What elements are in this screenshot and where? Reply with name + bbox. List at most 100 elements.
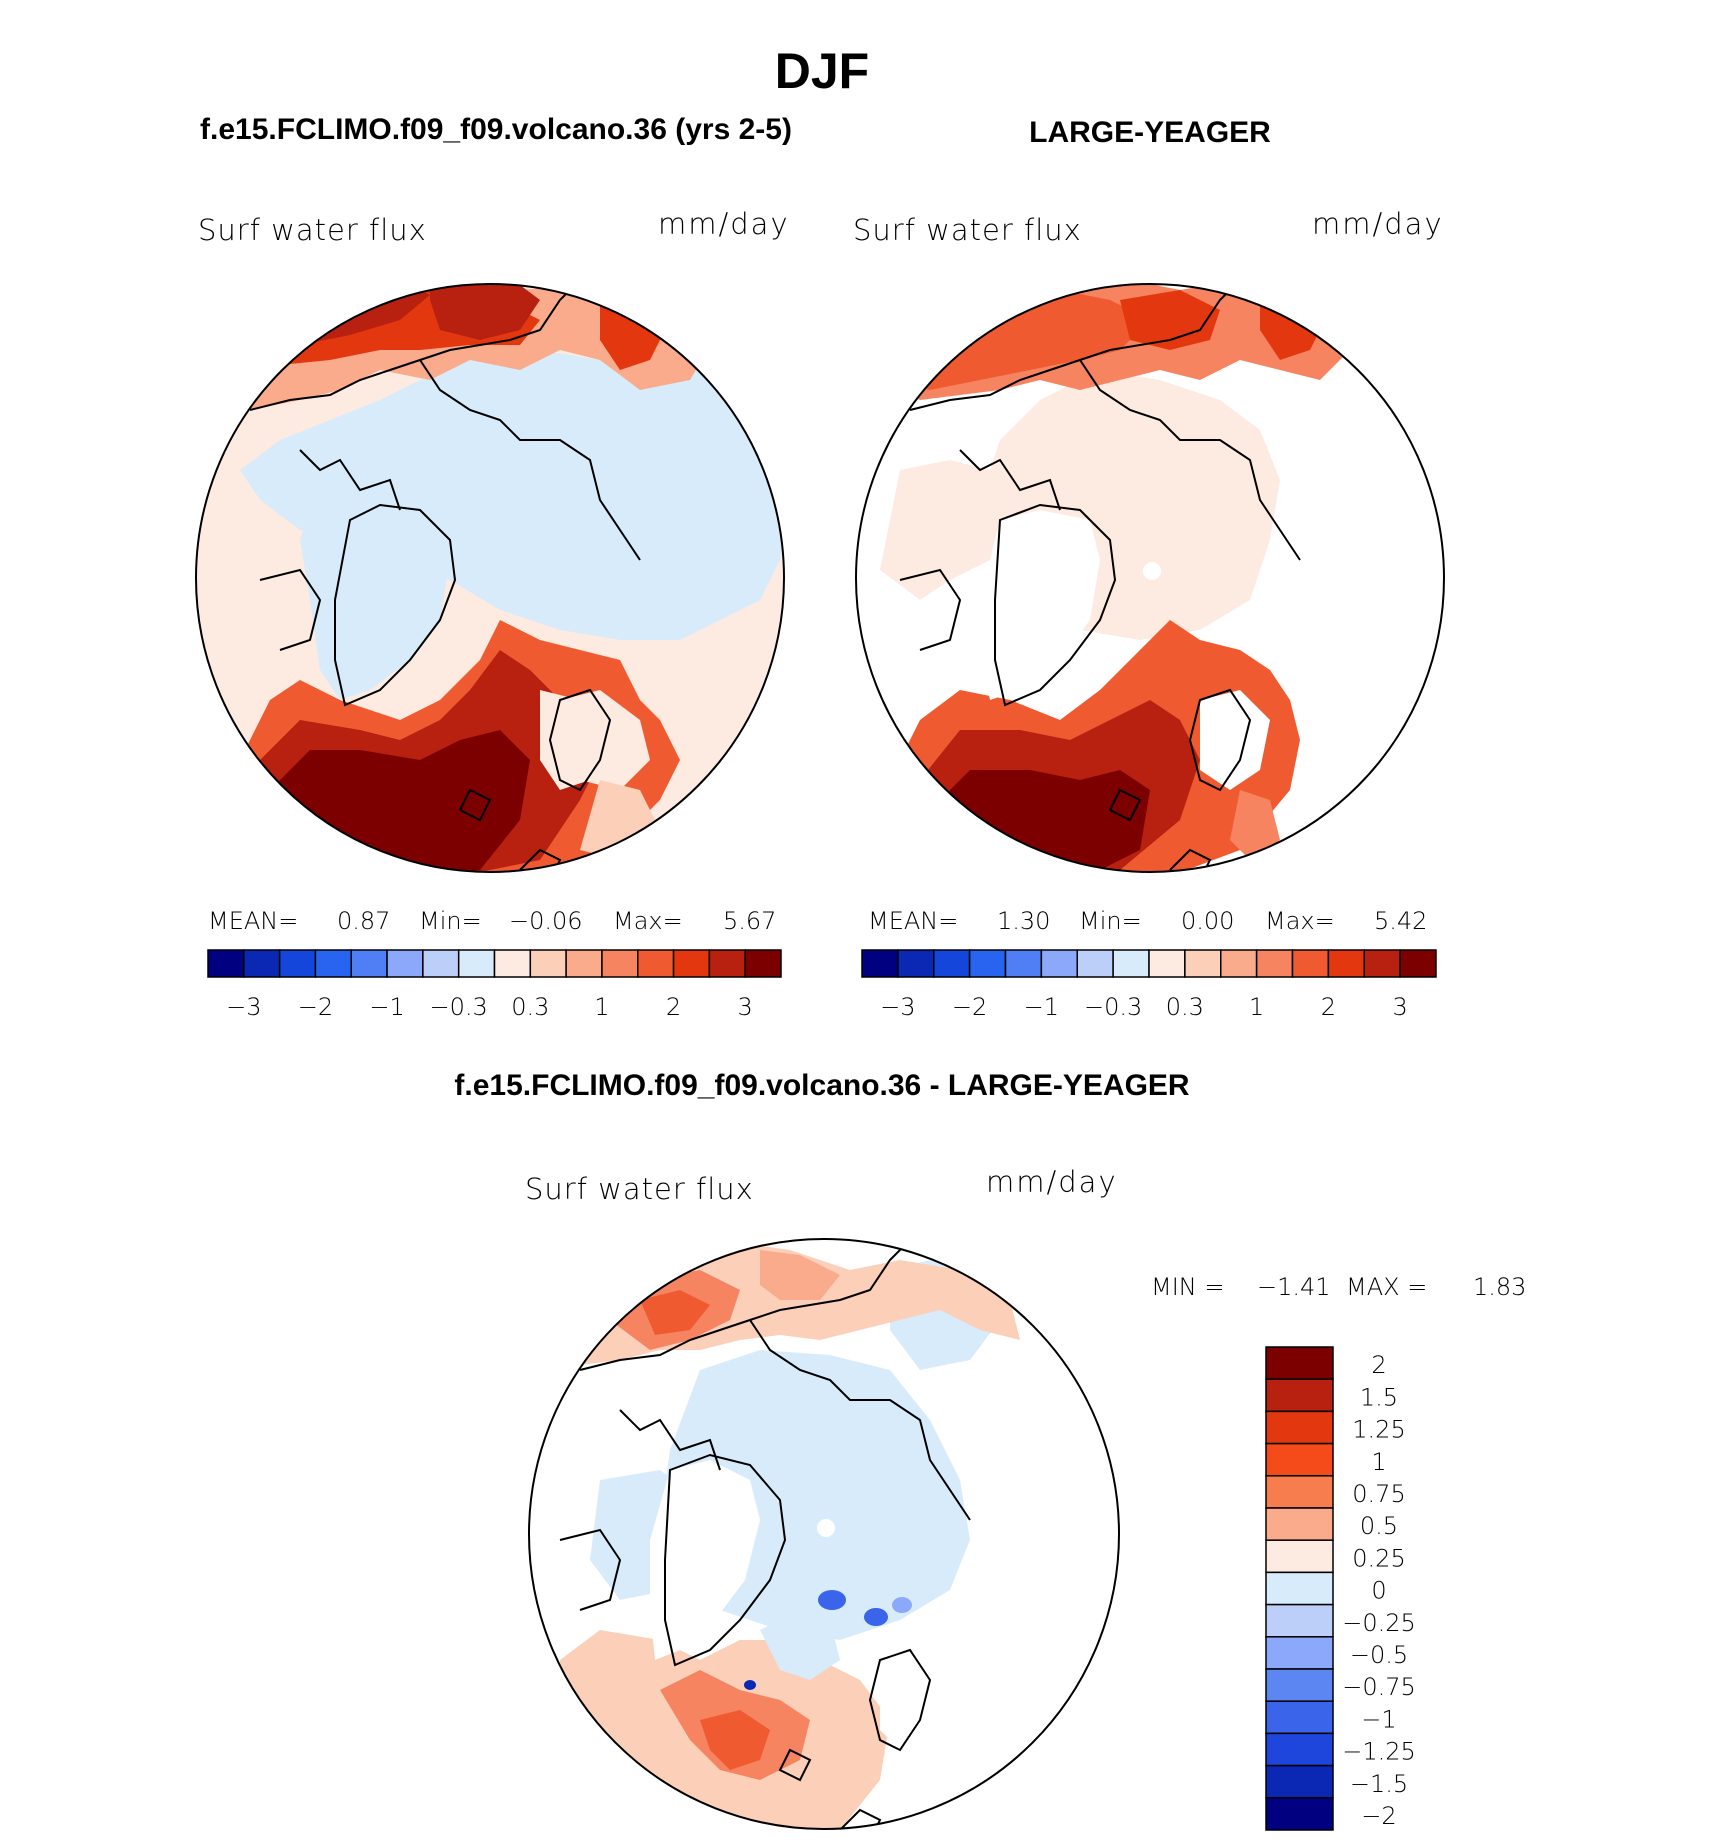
colorbar-swatch (1076, 949, 1114, 978)
colorbar-swatch (1363, 949, 1401, 978)
colorbar-swatch (933, 949, 971, 978)
left-mean-label: MEAN= (208, 907, 298, 935)
colorbar-tick-label: 3 (738, 993, 753, 1021)
colorbar-tick-label: −2 (1361, 1802, 1396, 1830)
colorbar-swatch (1327, 949, 1365, 978)
left-max-value: 5.67 (723, 907, 776, 935)
right-units-label: mm/day (1312, 207, 1444, 241)
pole-hole (817, 1519, 835, 1537)
colorbar-tick-label: 3 (1392, 993, 1407, 1021)
colorbar-tick-label: −3 (880, 993, 915, 1021)
colorbar-swatch (1184, 949, 1222, 978)
page-title: DJF (775, 43, 869, 99)
diff-min-label: MIN = (1151, 1273, 1224, 1301)
colorbar-swatch (1265, 1603, 1334, 1638)
colorbar-swatch (386, 949, 424, 978)
colorbar-tick-label: 1 (1249, 993, 1264, 1021)
pole-hole (1143, 562, 1161, 580)
colorbar-swatch (1291, 949, 1330, 978)
colorbar-swatch (243, 949, 281, 978)
colorbar-tick-label: −0.3 (1084, 993, 1142, 1021)
left-variable-label: Surf water flux (198, 213, 427, 247)
colorbar-swatch (1265, 1378, 1334, 1413)
colorbar-swatch (1220, 949, 1258, 978)
left-units-label: mm/day (658, 207, 790, 241)
colorbar-swatch (565, 949, 603, 978)
colorbar-tick-label: −3 (226, 993, 261, 1021)
right-max-value: 5.42 (1374, 907, 1427, 935)
right-variable-label: Surf water flux (853, 213, 1082, 247)
colorbar-tick-label: 1 (1371, 1448, 1386, 1476)
colorbar-swatch (637, 949, 675, 978)
colorbar-tick-label: −2 (298, 993, 333, 1021)
right-mean-label: MEAN= (868, 907, 958, 935)
colorbar-swatch (1265, 1571, 1334, 1606)
right-max-label: Max= (1265, 907, 1335, 935)
colorbar-swatch (1148, 949, 1186, 978)
colorbar-swatch (1265, 1700, 1334, 1735)
right-mean-value: 1.30 (997, 907, 1050, 935)
right-polar-map (855, 283, 1445, 873)
colorbar-swatch (1399, 949, 1437, 978)
left-max-label: Max= (613, 907, 683, 935)
colorbar-tick-label: 1.25 (1352, 1416, 1405, 1444)
colorbar-tick-label: −0.75 (1342, 1673, 1416, 1701)
diff-min-value: −1.41 (1257, 1273, 1331, 1301)
left-min-value: −0.06 (509, 907, 583, 935)
colorbar-tick-label: 2 (1371, 1351, 1386, 1379)
colorbar-swatch (744, 949, 782, 978)
left-mean-value: 0.87 (337, 907, 390, 935)
diff-title: f.e15.FCLIMO.f09_f09.volcano.36 - LARGE-… (454, 1069, 1190, 1102)
colorbar-swatch (1265, 1410, 1334, 1445)
colorbar-tick-label: −0.25 (1342, 1609, 1416, 1637)
colorbar-swatch (1265, 1732, 1334, 1767)
colorbar-swatch (493, 949, 532, 978)
left-colorbar: −3 −2 −1 −0.3 0.3 1 2 3 (207, 949, 782, 1021)
colorbar-swatch (1255, 949, 1294, 978)
colorbar-tick-label: 1 (594, 993, 609, 1021)
colorbar-tick-label: −1 (1024, 993, 1059, 1021)
colorbar-swatch (350, 949, 388, 978)
colorbar-swatch (1112, 949, 1150, 978)
diff-colorbar: 2 1.5 1.25 1 0.75 0.5 0.25 0 −0.25 −0.5 −0.75 −1 −1.… (1265, 1346, 1416, 1831)
colorbar-swatch (1265, 1668, 1334, 1702)
colorbar-swatch (1265, 1507, 1334, 1541)
colorbar-swatch (422, 949, 460, 978)
colorbar-swatch (1265, 1442, 1334, 1477)
left-polar-map (195, 283, 785, 873)
right-min-label: Min= (1079, 907, 1142, 935)
right-min-value: 0.00 (1181, 907, 1234, 935)
colorbar-tick-label: 0.75 (1352, 1480, 1405, 1508)
colorbar-swatch (968, 949, 1007, 978)
colorbar-swatch (601, 949, 639, 978)
colorbar-tick-label: 1.5 (1360, 1383, 1398, 1411)
colorbar-tick-label: 0.3 (511, 993, 549, 1021)
diff-units-label: mm/day (986, 1165, 1118, 1199)
colorbar-tick-label: −1.5 (1350, 1770, 1408, 1798)
colorbar-tick-label: −1.25 (1342, 1738, 1416, 1766)
colorbar-tick-label: 0.25 (1352, 1544, 1405, 1572)
colorbar-tick-label: −0.3 (430, 993, 488, 1021)
colorbar-swatch (861, 949, 899, 978)
colorbar-tick-label: −1 (1361, 1705, 1396, 1733)
colorbar-swatch (207, 949, 245, 978)
left-case-title: f.e15.FCLIMO.f09_f09.volcano.36 (yrs 2-5… (200, 113, 792, 146)
colorbar-tick-label: −2 (952, 993, 987, 1021)
colorbar-swatch (897, 949, 935, 978)
colorbar-swatch (1265, 1346, 1334, 1380)
diff-polar-map (528, 1238, 1120, 1830)
colorbar-tick-label: −0.5 (1350, 1641, 1408, 1669)
colorbar-swatch (708, 949, 746, 978)
colorbar-swatch (1265, 1764, 1334, 1799)
colorbar-swatch (1265, 1539, 1334, 1574)
colorbar-swatch (672, 949, 711, 978)
colorbar-swatch (1004, 949, 1043, 978)
colorbar-swatch (457, 949, 496, 978)
colorbar-tick-label: 0 (1371, 1577, 1386, 1605)
right-case-title: LARGE-YEAGER (1029, 116, 1271, 149)
diff-variable-label: Surf water flux (525, 1172, 754, 1206)
colorbar-swatch (1265, 1636, 1334, 1670)
colorbar-tick-label: 0.5 (1360, 1512, 1398, 1540)
diff-max-value: 1.83 (1473, 1273, 1526, 1301)
colorbar-swatch (278, 949, 317, 978)
